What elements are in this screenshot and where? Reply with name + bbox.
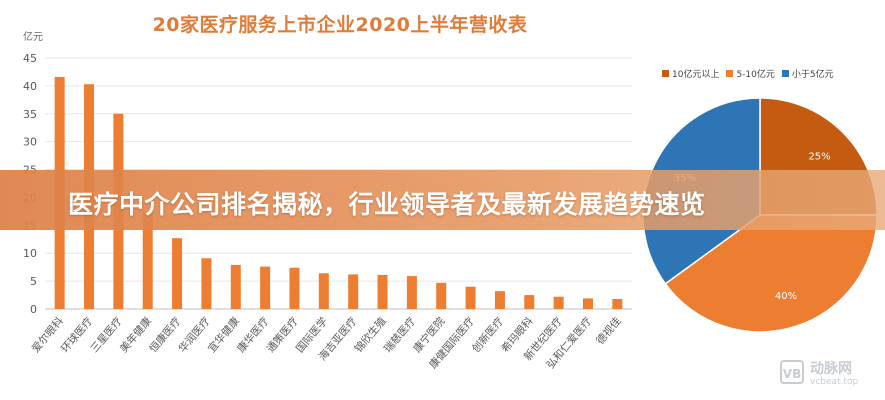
y-tick-label: 0 bbox=[30, 303, 37, 316]
bar bbox=[318, 273, 329, 309]
legend-swatch bbox=[662, 70, 669, 77]
legend-item: 小于5亿元 bbox=[781, 67, 834, 80]
pie-slice-label: 25% bbox=[808, 151, 830, 162]
bar bbox=[582, 298, 593, 309]
legend-item: 10亿元以上 bbox=[662, 67, 719, 80]
legend-item: 5-10亿元 bbox=[726, 67, 775, 80]
bar bbox=[377, 274, 388, 309]
watermark-name: 动脉网 bbox=[810, 361, 852, 377]
headline-banner: 医疗中介公司排名揭秘，行业领导者及最新发展趋势速览 bbox=[0, 170, 885, 230]
legend-label: 小于5亿元 bbox=[791, 70, 834, 80]
watermark-icon: VB bbox=[780, 360, 804, 384]
y-tick-label: 30 bbox=[23, 136, 37, 149]
bar bbox=[436, 282, 447, 309]
bar bbox=[230, 264, 241, 309]
y-axis-unit: 亿元 bbox=[23, 30, 43, 43]
pie-slice bbox=[664, 214, 878, 333]
bar bbox=[524, 295, 535, 309]
pie-slice-label: 40% bbox=[775, 291, 797, 302]
watermark-logo: VB 动脉网 vcbeat.top bbox=[780, 358, 880, 394]
bar bbox=[553, 296, 564, 309]
y-tick-label: 10 bbox=[23, 247, 37, 260]
watermark-url: vcbeat.top bbox=[810, 377, 859, 387]
y-tick-label: 5 bbox=[30, 275, 37, 288]
bar bbox=[172, 238, 183, 309]
bar bbox=[465, 286, 476, 309]
bar bbox=[142, 211, 153, 309]
bar-chart-title: 20家医疗服务上市企业2020上半年营收表 bbox=[152, 14, 528, 36]
bar bbox=[289, 267, 300, 309]
bar bbox=[406, 276, 417, 309]
y-tick-label: 40 bbox=[23, 80, 37, 93]
headline-text: 医疗中介公司排名揭秘，行业领导者及最新发展趋势速览 bbox=[68, 190, 706, 219]
pie-legend: 10亿元以上 5-10亿元 小于5亿元 bbox=[662, 67, 834, 80]
legend-label: 5-10亿元 bbox=[736, 70, 775, 80]
bar bbox=[260, 266, 271, 309]
bar bbox=[612, 298, 623, 309]
legend-swatch bbox=[726, 70, 734, 77]
y-tick-label: 45 bbox=[23, 52, 37, 65]
bar bbox=[201, 258, 212, 309]
legend-swatch bbox=[781, 70, 789, 77]
y-tick-label: 35 bbox=[23, 108, 37, 121]
legend-label: 10亿元以上 bbox=[672, 70, 720, 80]
bar bbox=[494, 291, 505, 309]
bar bbox=[348, 274, 359, 309]
